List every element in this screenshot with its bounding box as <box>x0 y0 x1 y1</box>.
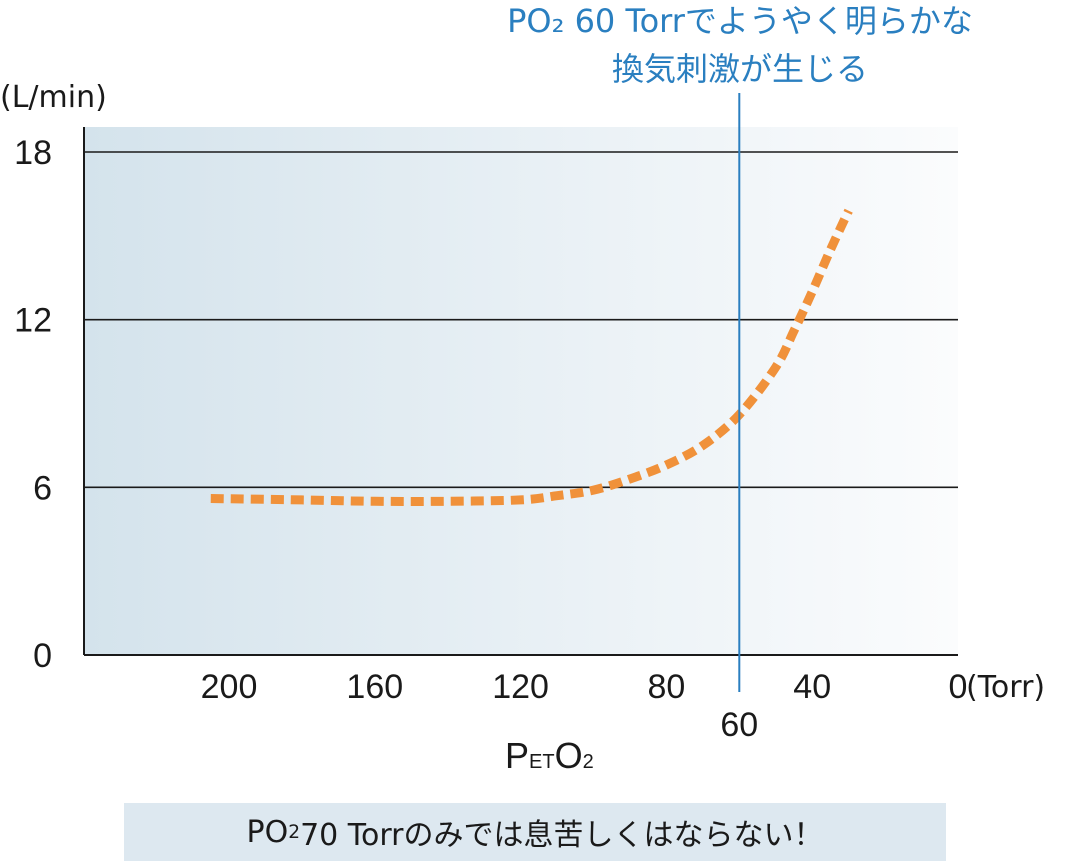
note-sub: 2 <box>288 821 301 843</box>
x-tick-label-40: 40 <box>793 668 831 706</box>
x-tick-label-80: 80 <box>647 668 685 706</box>
x-tick-label-160: 160 <box>346 668 403 706</box>
y-tick-label-0: 0 <box>33 637 52 675</box>
annotation-line-1: PO₂ 60 Torrでようやく明らかな <box>507 2 973 40</box>
note-suffix: 70 Torrのみでは息苦しくはならない！ <box>300 818 824 853</box>
y-tick-label-6: 6 <box>33 469 52 507</box>
reference-label-60: 60 <box>720 706 758 744</box>
ventilation-chart: 0 6 12 18 200 160 120 80 40 0 60 PO₂ 60 Torrでようや… <box>0 2 1045 776</box>
y-axis-unit: (L/min) <box>0 80 107 115</box>
x-tick-label-120: 120 <box>492 668 549 706</box>
y-tick-label-18: 18 <box>14 134 52 172</box>
annotation-line-2: 換気刺激が生じる <box>612 50 868 88</box>
note-box: PO 2 70 Torrのみでは息苦しくはならない！ <box>124 803 946 861</box>
plot-area <box>84 127 958 655</box>
x-axis-label: PETO2 <box>505 735 594 776</box>
x-tick-label-200: 200 <box>201 668 258 706</box>
note-text: PO 2 70 Torrのみでは息苦しくはならない！ <box>124 803 946 861</box>
y-tick-label-12: 12 <box>14 302 52 340</box>
x-tick-label-0: 0 <box>949 668 968 706</box>
x-axis-unit: (Torr) <box>966 670 1045 705</box>
note-prefix: PO <box>246 814 289 850</box>
ventilation-curve <box>210 208 853 506</box>
